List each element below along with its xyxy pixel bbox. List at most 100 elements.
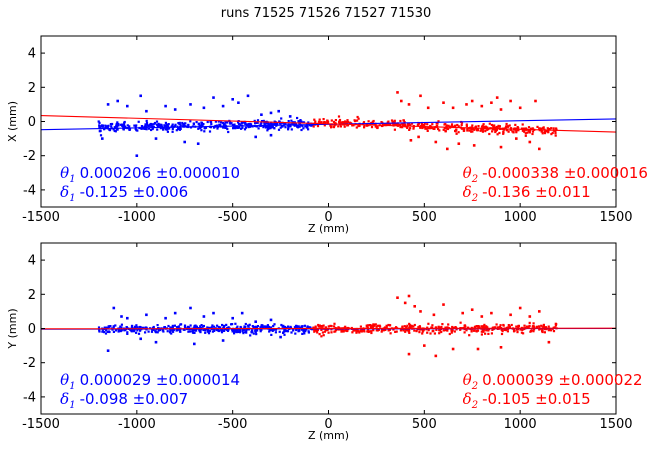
data-point-red (355, 331, 358, 334)
series-red (312, 294, 558, 358)
data-point-red (491, 130, 494, 133)
x-tick-label: -1500 (22, 417, 60, 432)
data-point-red (313, 118, 316, 121)
outlier-point-blue (254, 320, 257, 323)
outlier-point-blue (277, 109, 280, 113)
data-point-blue (300, 328, 304, 331)
data-point-blue (268, 329, 271, 332)
data-point-red (485, 329, 488, 332)
data-point-blue (149, 122, 152, 126)
data-point-blue (171, 123, 174, 126)
data-point-blue (208, 326, 211, 329)
data-point-red (533, 328, 536, 331)
data-point-blue (306, 326, 309, 329)
data-point-blue (274, 122, 278, 125)
data-point-blue (105, 326, 108, 329)
data-point-red (408, 322, 411, 325)
outlier-point-red (490, 101, 493, 104)
data-point-blue (277, 128, 281, 131)
data-point-red (468, 334, 471, 337)
data-point-red (499, 324, 502, 327)
x-tick-label: 1000 (504, 210, 537, 225)
data-point-blue (122, 126, 125, 129)
data-point-blue (175, 129, 178, 132)
data-point-blue (210, 126, 213, 129)
data-point-blue (181, 125, 184, 128)
data-point-blue (300, 128, 303, 132)
data-point-red (502, 132, 505, 135)
data-point-red (456, 123, 459, 127)
data-point-blue (206, 328, 210, 331)
data-point-blue (271, 123, 274, 126)
outlier-point-blue (126, 104, 129, 108)
outlier-point-red (419, 94, 422, 98)
data-point-red (406, 125, 409, 128)
data-point-blue (198, 330, 201, 333)
data-point-red (542, 324, 545, 327)
data-point-red (323, 330, 326, 333)
data-point-red (433, 332, 436, 335)
data-point-red (418, 331, 421, 334)
data-point-blue (177, 128, 180, 131)
data-point-blue (200, 121, 204, 125)
data-point-blue (241, 328, 244, 331)
data-point-red (460, 127, 463, 130)
data-point-blue (171, 328, 174, 331)
data-point-blue (134, 127, 137, 130)
data-point-blue (211, 330, 214, 333)
data-point-blue (136, 326, 139, 329)
data-point-red (344, 121, 347, 125)
data-point-blue (115, 128, 118, 131)
data-point-red (371, 123, 374, 126)
data-point-red (555, 128, 558, 131)
data-point-blue (112, 325, 115, 328)
data-point-red (413, 323, 416, 327)
data-point-red (372, 119, 375, 123)
data-point-blue (310, 124, 313, 127)
data-point-blue (292, 123, 295, 126)
data-point-red (507, 324, 510, 327)
outlier-point-red (446, 147, 449, 151)
data-point-blue (286, 330, 290, 333)
data-point-blue (184, 125, 187, 128)
data-point-blue (295, 328, 298, 332)
data-point-blue (260, 122, 263, 125)
data-point-blue (178, 128, 181, 131)
data-point-blue (307, 128, 310, 131)
data-point-red (450, 331, 453, 334)
data-point-red (344, 120, 347, 123)
data-point-blue (255, 333, 258, 336)
data-point-red (393, 119, 396, 122)
data-point-blue (254, 325, 257, 328)
outlier-point-red (426, 106, 430, 110)
data-point-red (367, 324, 370, 327)
data-point-red (536, 326, 539, 329)
data-point-red (527, 129, 530, 132)
data-point-blue (263, 325, 266, 328)
data-point-red (437, 120, 440, 123)
data-point-red (333, 322, 336, 325)
data-point-red (387, 323, 390, 327)
data-point-red (320, 335, 323, 338)
data-point-red (339, 328, 342, 331)
data-point-red (427, 322, 430, 325)
data-point-blue (298, 329, 301, 332)
data-point-blue (156, 331, 159, 334)
data-point-red (524, 132, 527, 135)
data-point-blue (171, 324, 174, 327)
data-point-red (427, 329, 430, 332)
data-point-blue (97, 120, 100, 123)
data-point-blue (227, 130, 230, 134)
data-point-blue (166, 130, 169, 133)
data-point-blue (150, 330, 154, 333)
data-point-blue (287, 120, 290, 123)
data-point-blue (98, 124, 101, 127)
data-point-red (374, 323, 377, 326)
data-point-blue (167, 324, 170, 328)
data-point-red (555, 127, 558, 130)
data-point-red (494, 130, 497, 134)
outlier-point-blue (212, 311, 215, 315)
data-point-blue (146, 124, 149, 127)
data-point-blue (168, 331, 172, 334)
